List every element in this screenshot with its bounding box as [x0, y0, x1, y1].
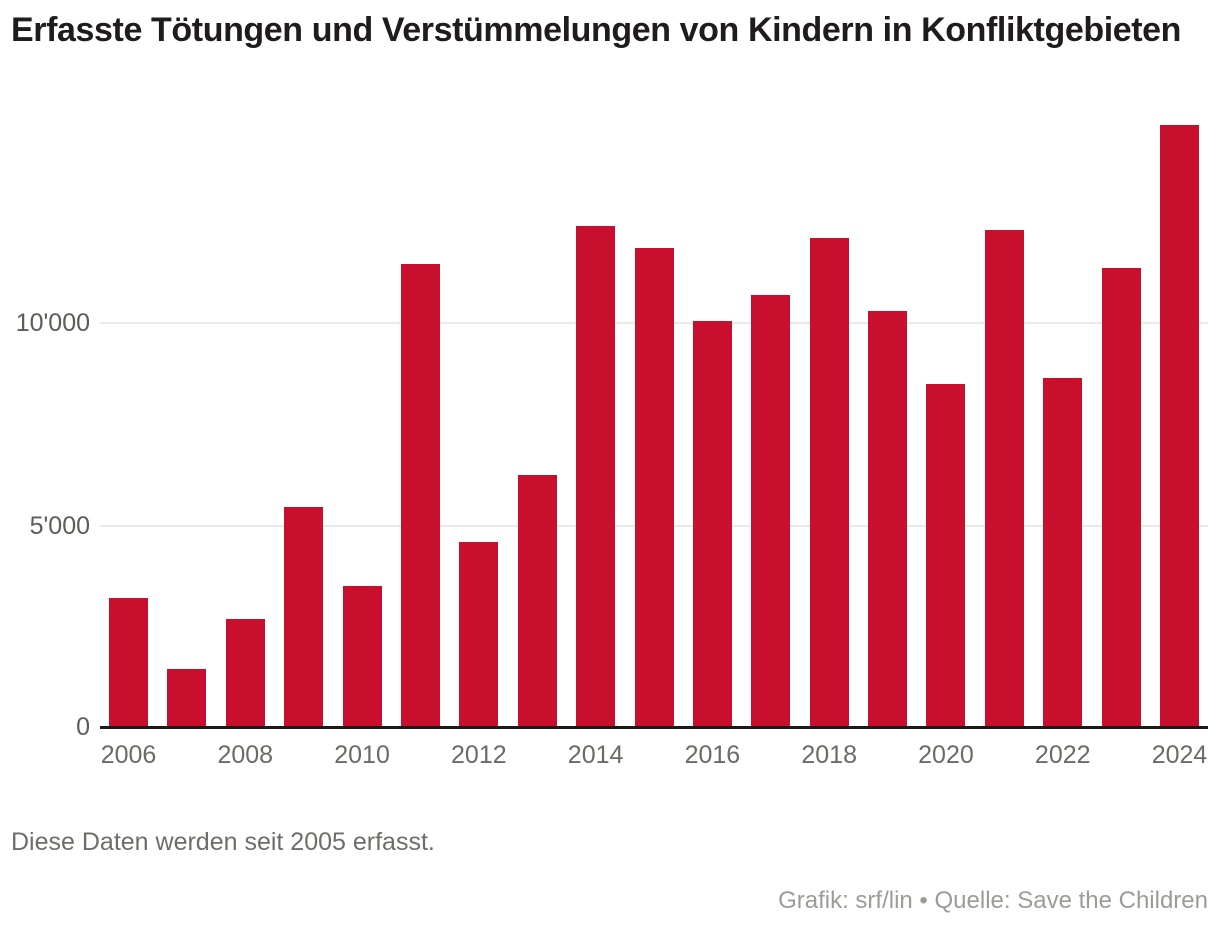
bar-2021: [984, 229, 1024, 728]
bar-2018: [809, 237, 849, 728]
bar-2006: [109, 598, 148, 728]
bar-2020: [926, 383, 966, 728]
y-tick-label-0: 0: [76, 713, 90, 741]
x-tick-label-2008: 2008: [217, 741, 274, 769]
bar-2010: [342, 586, 382, 728]
x-tick-label-2010: 2010: [334, 741, 390, 769]
x-tick-label-2006: 2006: [100, 741, 157, 769]
bar-2022: [1043, 377, 1083, 728]
chart-footnote: Diese Daten werden seit 2005 erfasst.: [11, 828, 435, 856]
bar-2015: [634, 248, 674, 728]
chart-credits: Grafik: srf/lin • Quelle: Save the Child…: [778, 887, 1208, 914]
x-tick-label-2022: 2022: [1034, 741, 1091, 769]
y-tick-label-10000: 10'000: [15, 309, 90, 337]
bar-2011: [400, 264, 440, 728]
x-tick-label-2012: 2012: [451, 741, 507, 769]
bar-2017: [751, 294, 791, 728]
x-tick-label-2020: 2020: [918, 741, 974, 769]
bar-2014: [576, 225, 616, 728]
bar-2008: [225, 618, 265, 728]
bar-2013: [517, 474, 557, 728]
bar-2007: [167, 669, 207, 728]
x-tick-label-2014: 2014: [567, 741, 624, 769]
x-axis-line: [100, 726, 1208, 729]
bar-2009: [284, 507, 324, 728]
bar-2024: [1160, 124, 1200, 728]
y-tick-label-5000: 5'000: [29, 511, 90, 540]
bar-2023: [1101, 268, 1141, 728]
x-tick-label-2024: 2024: [1151, 741, 1208, 769]
bar-2012: [459, 541, 499, 728]
page-title: Erfasste Tötungen und Verstümmelungen vo…: [11, 11, 1182, 49]
x-tick-label-2018: 2018: [801, 741, 857, 769]
bar-2019: [868, 310, 908, 728]
bar-2016: [692, 320, 732, 728]
x-tick-label-2016: 2016: [684, 741, 741, 769]
